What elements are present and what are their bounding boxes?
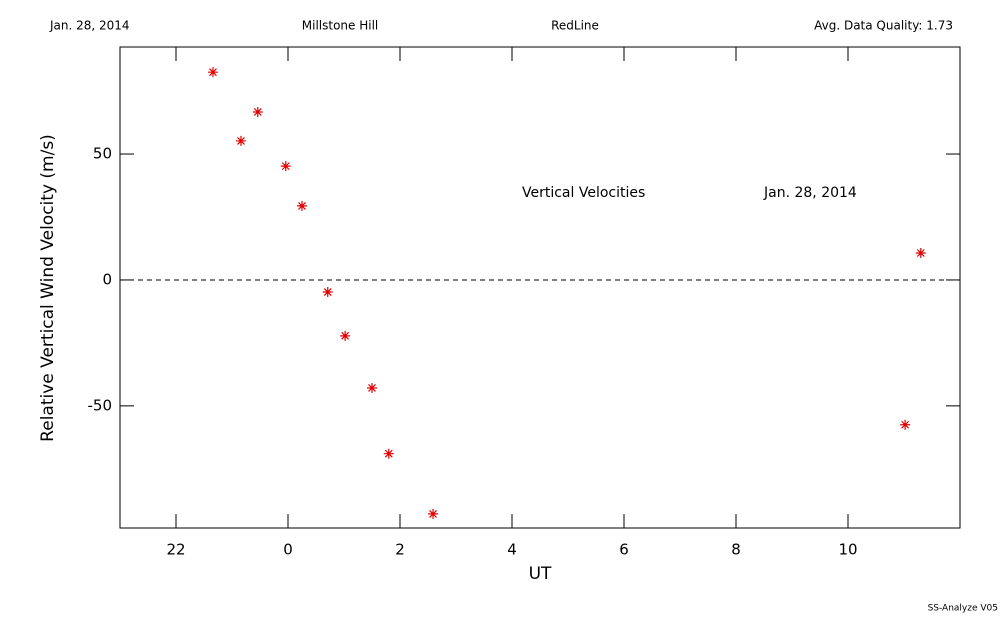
annotation: Jan. 28, 2014	[763, 185, 857, 201]
footer: SS-Analyze V05	[928, 604, 998, 614]
x-tick-label: 6	[619, 541, 629, 559]
x-tick-label: 8	[731, 541, 741, 559]
header-line: RedLine	[551, 19, 599, 33]
header-site: Millstone Hill	[302, 19, 378, 33]
point	[900, 419, 911, 430]
point	[915, 247, 926, 258]
x-axis-label: UT	[529, 564, 552, 584]
point	[297, 200, 307, 211]
point	[428, 508, 439, 519]
point	[252, 106, 263, 117]
x-tick-label: 10	[838, 541, 857, 559]
annotation: Vertical Velocities	[522, 185, 645, 201]
x-tick-label: 2	[395, 541, 405, 559]
header-date: Jan. 28, 2014	[49, 19, 130, 33]
plot-frame	[119, 46, 961, 529]
point	[383, 448, 394, 459]
x-tick-label: 22	[166, 541, 185, 559]
y-tick-label: 50	[93, 145, 112, 163]
x-tick-label: 4	[507, 541, 517, 559]
header-quality: Avg. Data Quality: 1.73	[814, 19, 953, 33]
point	[322, 287, 333, 298]
y-tick-label: 0	[102, 270, 112, 288]
y-tick-label: -50	[88, 396, 113, 414]
point	[367, 382, 377, 393]
point	[280, 161, 291, 172]
y-axis-label: Relative Vertical Wind Velocity (m/s)	[38, 134, 58, 442]
point	[207, 67, 218, 78]
point	[235, 135, 246, 146]
point	[340, 330, 351, 341]
x-tick-label: 0	[283, 541, 293, 559]
